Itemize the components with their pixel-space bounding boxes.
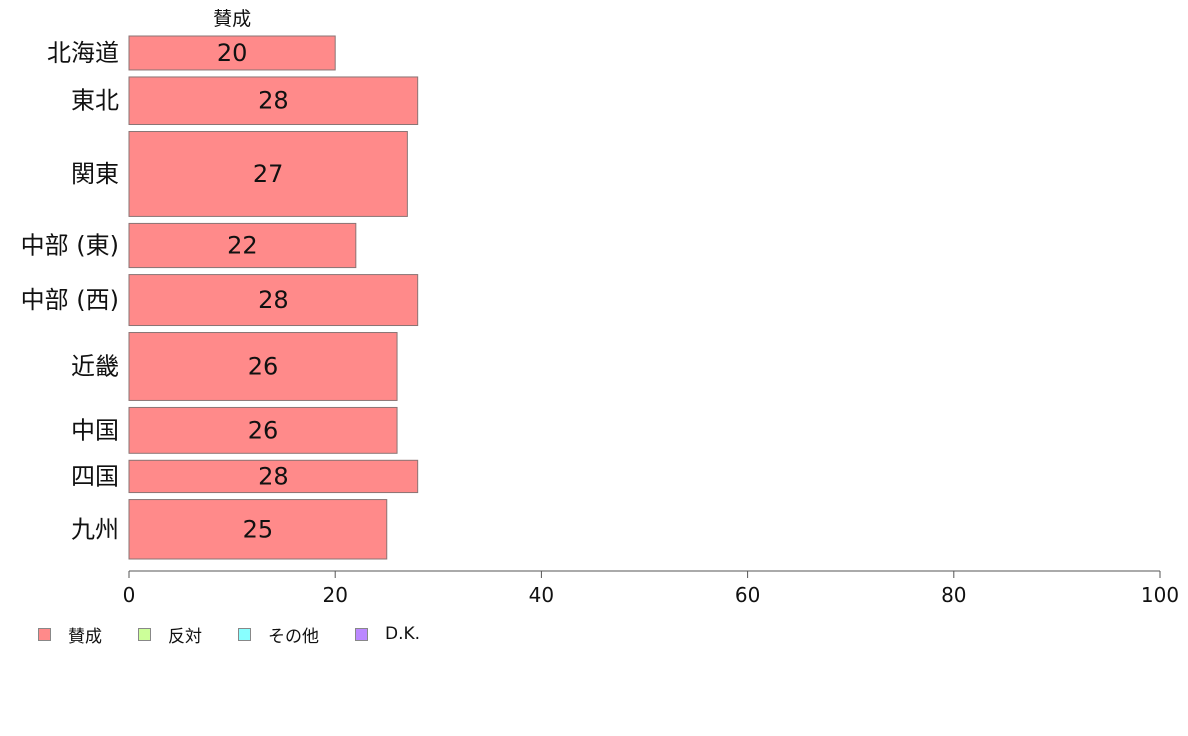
- data-label: 22: [227, 231, 258, 259]
- bar-segment: [128, 499, 388, 560]
- category-row: 中国 26: [71, 406, 398, 454]
- bar-segment: [128, 332, 398, 401]
- legend-label: その他: [268, 626, 319, 647]
- category-row: 北海道 20: [47, 35, 336, 71]
- data-label: 20: [217, 39, 248, 67]
- bar-segment: [128, 131, 408, 217]
- legend-item: その他: [238, 622, 319, 647]
- data-label: 26: [248, 352, 279, 380]
- x-tick-label: 100: [1141, 583, 1179, 607]
- x-tick-label: 80: [941, 583, 966, 607]
- legend-swatch: [138, 627, 151, 641]
- legend-label: 反対: [168, 626, 202, 647]
- category-label: 東北: [71, 87, 119, 115]
- category-row: 中部 (西) 28: [21, 274, 419, 327]
- legend-label: D.K.: [385, 624, 421, 644]
- category-row: 中部 (東) 22: [21, 222, 357, 269]
- bar-segment: [128, 35, 336, 71]
- data-label: 28: [258, 286, 289, 314]
- data-label: 25: [243, 515, 274, 543]
- bar-segment: [128, 459, 419, 494]
- category-label: 北海道: [47, 39, 119, 67]
- data-label: 26: [248, 416, 279, 444]
- x-tick-label: 20: [322, 583, 347, 607]
- category-row: 関東 27: [71, 131, 408, 217]
- bar-segment: [128, 222, 357, 269]
- legend-item: D.K.: [355, 624, 420, 644]
- category-label: 中国: [71, 416, 119, 444]
- category-row: 近畿 26: [71, 332, 398, 401]
- category-label: 近畿: [71, 352, 119, 380]
- legend-item: 反対: [138, 622, 202, 647]
- category-row: 四国 28: [71, 459, 419, 494]
- bar-segment: [128, 76, 419, 126]
- category-label: 関東: [71, 160, 119, 188]
- category-label: 中部 (西): [21, 286, 119, 314]
- legend: 賛成 反対 その他 D.K.: [38, 622, 456, 647]
- category-label: 九州: [71, 515, 119, 543]
- data-label: 28: [258, 87, 289, 115]
- legend-swatch: [355, 627, 368, 641]
- legend-item: 賛成: [38, 622, 102, 647]
- category-label: 四国: [71, 462, 119, 490]
- category-label: 中部 (東): [21, 231, 119, 259]
- data-label: 28: [258, 462, 289, 490]
- x-tick-label: 0: [123, 583, 136, 607]
- legend-swatch: [38, 627, 51, 641]
- legend-label: 賛成: [68, 626, 102, 647]
- bar-segment: [128, 274, 419, 327]
- category-row: 九州 25: [71, 499, 388, 560]
- data-label: 27: [253, 160, 284, 188]
- series-header-label: 賛成: [213, 8, 251, 30]
- bar-segment: [128, 406, 398, 454]
- category-row: 東北 28: [71, 76, 419, 126]
- x-tick-label: 60: [735, 583, 760, 607]
- x-axis: 0 20 40 60 80 100: [123, 570, 1179, 607]
- x-tick-label: 40: [529, 583, 554, 607]
- legend-swatch: [238, 627, 251, 641]
